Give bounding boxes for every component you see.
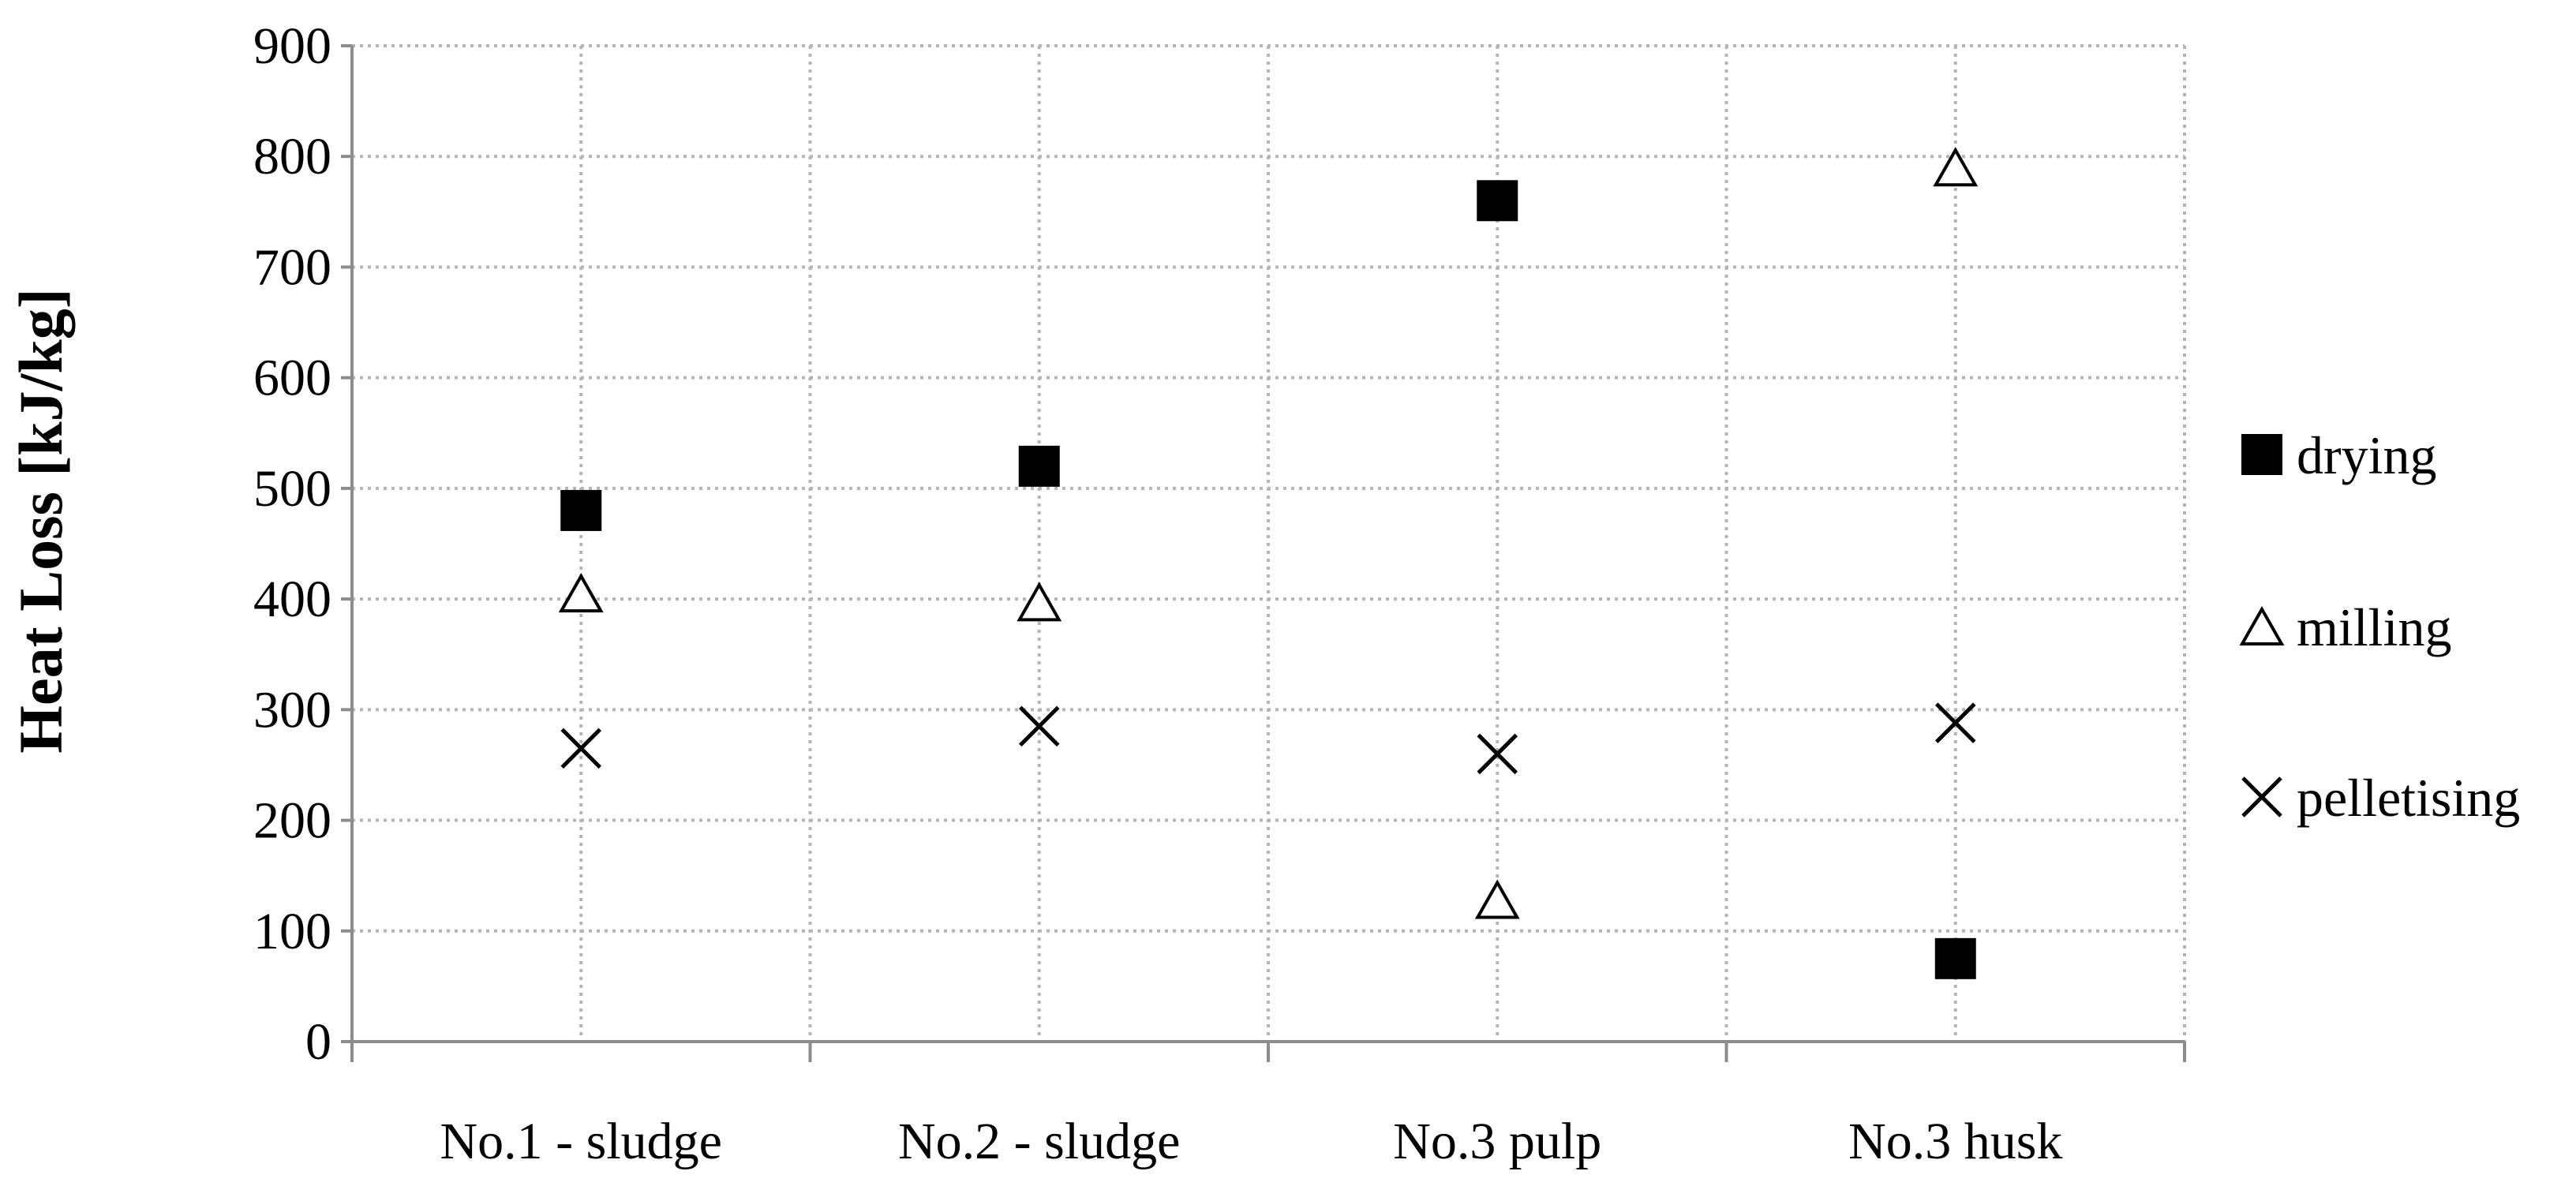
pelletising-point-stroke	[1934, 702, 1976, 743]
x-category-label: No.3 husk	[1848, 1113, 2062, 1170]
y-tick-label: 700	[253, 238, 331, 296]
y-axis-title: Heat Loss [kJ/kg]	[6, 288, 75, 753]
axes-layer: 0 100 200 300 400 500 600 700 800 900 No.1 - sludg…	[253, 17, 2186, 1170]
x-category-label: No.2 - sludge	[898, 1113, 1180, 1170]
y-tick-label: 800	[253, 128, 331, 185]
pelletising-point-stroke	[1018, 705, 1060, 747]
data-marks	[558, 147, 1979, 979]
milling-point	[1017, 582, 1062, 622]
pelletising-point	[560, 728, 602, 769]
legend-pelletising-marker-stroke	[2241, 776, 2282, 818]
y-tick-label: 0	[305, 1013, 331, 1071]
x-category-label: No.3 pulp	[1393, 1113, 1601, 1170]
drying-point	[560, 489, 602, 531]
pelletising-point	[1018, 705, 1060, 747]
x-category-label: No.1 - sludge	[440, 1113, 722, 1170]
legend-pelletising-label: pelletising	[2297, 768, 2520, 828]
milling-point	[1933, 147, 1979, 187]
pelletising-point-stroke	[560, 728, 602, 769]
legend-milling-marker	[2239, 605, 2285, 645]
y-tick-label: 200	[253, 792, 331, 850]
legend-drying-label: drying	[2297, 425, 2437, 485]
y-tick-label: 500	[253, 460, 331, 518]
pelletising-point	[1934, 702, 1976, 743]
y-tick-label: 900	[253, 17, 331, 75]
drying-point	[1934, 937, 1976, 979]
y-tick-label: 400	[253, 571, 331, 628]
legend-milling-label: milling	[2297, 597, 2451, 657]
grid-layer	[352, 44, 2186, 1042]
pelletising-point-stroke	[1477, 733, 1518, 775]
milling-point	[558, 573, 604, 613]
milling-point	[1474, 879, 1520, 919]
y-tick-label: 300	[253, 681, 331, 739]
drying-point	[1477, 180, 1518, 222]
legend-pelletising-marker	[2241, 776, 2282, 818]
legend-drying-marker	[2241, 434, 2282, 475]
drying-point	[1018, 445, 1060, 487]
pelletising-point	[1477, 733, 1518, 775]
legend: drying milling pelletising	[2239, 425, 2520, 828]
y-tick-label: 100	[253, 903, 331, 960]
y-tick-label: 600	[253, 350, 331, 407]
